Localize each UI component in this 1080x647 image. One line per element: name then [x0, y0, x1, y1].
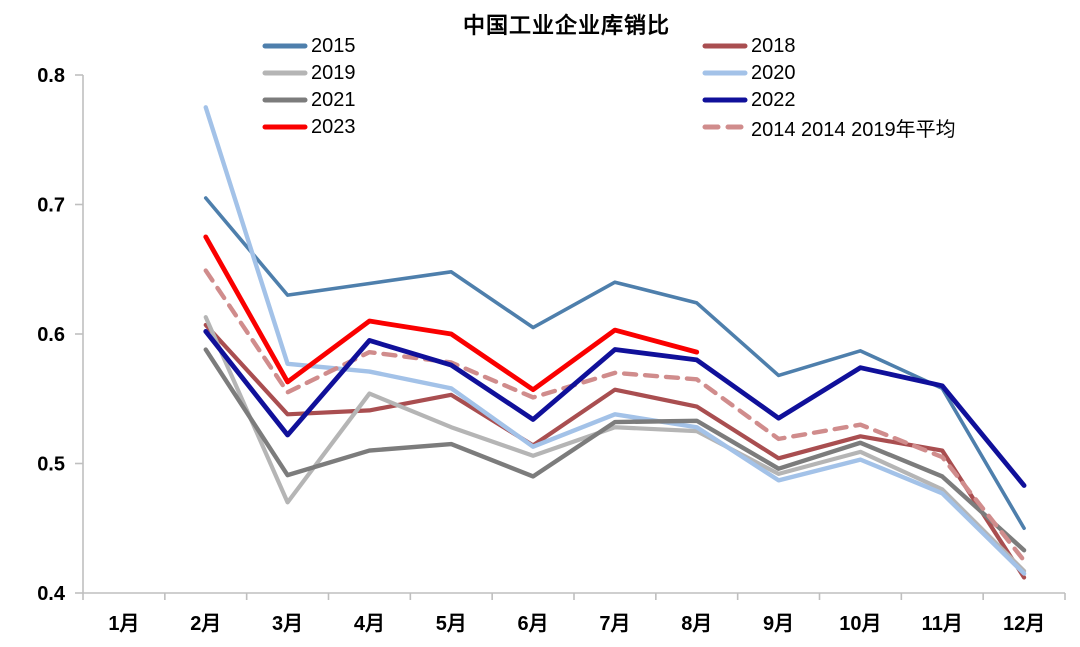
series-line-2019	[203, 315, 1027, 574]
x-tick-label: 9月	[763, 613, 794, 635]
x-tick-label: 5月	[436, 613, 467, 635]
y-tick-label: 0.8	[37, 65, 65, 87]
series-line-2014 2014 2019年平均	[203, 268, 1027, 563]
axis-labels: 0.8 0.7 0.6 0.5 0.4 1月 2月 3月 4月 5月 6月 7月 8月 9月 10月 11月 1…	[37, 65, 1045, 635]
x-tick-label: 6月	[518, 613, 549, 635]
chart-title: 中国工业企业库销比	[462, 13, 670, 38]
y-tick-label: 0.4	[37, 583, 66, 605]
y-tick-label: 0.5	[37, 454, 65, 476]
x-tick-label: 10月	[839, 613, 881, 635]
series-line-2023	[203, 234, 700, 393]
x-tick-label: 4月	[354, 613, 385, 635]
series-line-2021	[203, 347, 1027, 553]
x-tick-label: 1月	[108, 613, 139, 635]
y-tick-label: 0.7	[37, 195, 65, 217]
series-line-2020	[203, 105, 1027, 576]
x-tick-label: 8月	[681, 613, 712, 635]
x-tick-label: 11月	[922, 613, 963, 635]
series-line-2022	[203, 329, 1027, 488]
series-line-2018	[203, 322, 1027, 580]
y-tick-label: 0.6	[37, 324, 65, 346]
axes	[75, 74, 1066, 600]
x-tick-label: 2月	[190, 613, 221, 635]
series-line-2015	[203, 196, 1026, 531]
series-lines	[203, 105, 1027, 580]
x-tick-label: 12月	[1003, 613, 1045, 635]
x-tick-label: 7月	[599, 613, 630, 635]
x-tick-label: 3月	[272, 613, 303, 635]
